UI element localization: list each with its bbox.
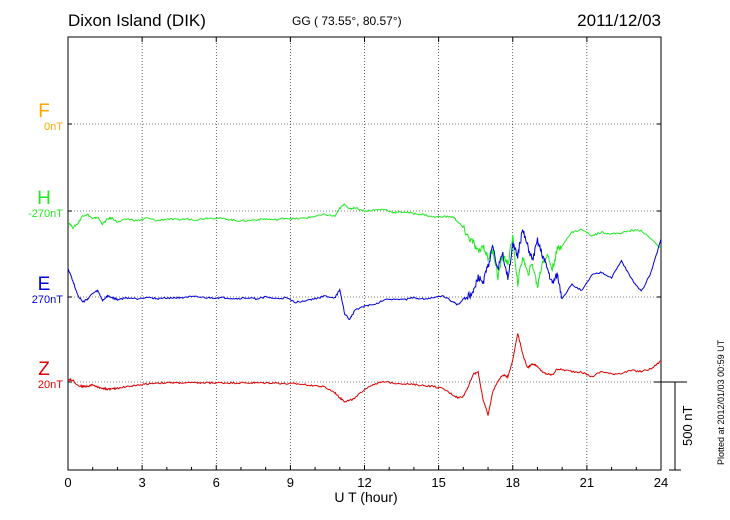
- x-tick-label: 21: [580, 475, 594, 490]
- x-tick-label: 3: [139, 475, 146, 490]
- series-line-e: [67, 229, 662, 321]
- scale-bar: 500 nT: [654, 381, 695, 471]
- x-tick-label: 9: [287, 475, 294, 490]
- station-title: Dixon Island (DIK): [68, 11, 206, 30]
- series-group: [67, 202, 662, 416]
- chart-date: 2011/12/03: [577, 11, 661, 30]
- x-axis-label: U T (hour): [334, 489, 397, 505]
- component-letter-z: Z: [38, 359, 50, 380]
- component-letter-h: H: [37, 188, 51, 209]
- component-baseline-z: 20nT: [38, 379, 63, 391]
- x-tick-label: 0: [64, 475, 71, 490]
- component-baseline-f: 0nT: [44, 121, 63, 133]
- grid: [68, 37, 661, 470]
- series-line-h: [67, 202, 662, 288]
- component-letter-e: E: [38, 274, 51, 295]
- component-letter-f: F: [38, 101, 50, 122]
- station-coordinates: GG ( 73.55°, 80.57°): [292, 14, 402, 28]
- component-baseline-e: 270nT: [32, 294, 63, 306]
- component-baseline-h: -270nT: [28, 208, 63, 220]
- x-tick-label: 18: [506, 475, 520, 490]
- x-tick-label: 12: [357, 475, 371, 490]
- plotted-timestamp: Plotted at 2012/01/03 00:59 UT: [716, 339, 726, 465]
- x-axis: 0 3 6 9 12 15 18 21 24: [64, 37, 668, 490]
- scale-bar-label: 500 nT: [680, 405, 695, 446]
- x-tick-label: 24: [654, 475, 668, 490]
- series-line-z: [67, 333, 662, 416]
- x-tick-label: 15: [431, 475, 445, 490]
- x-tick-label: 6: [213, 475, 220, 490]
